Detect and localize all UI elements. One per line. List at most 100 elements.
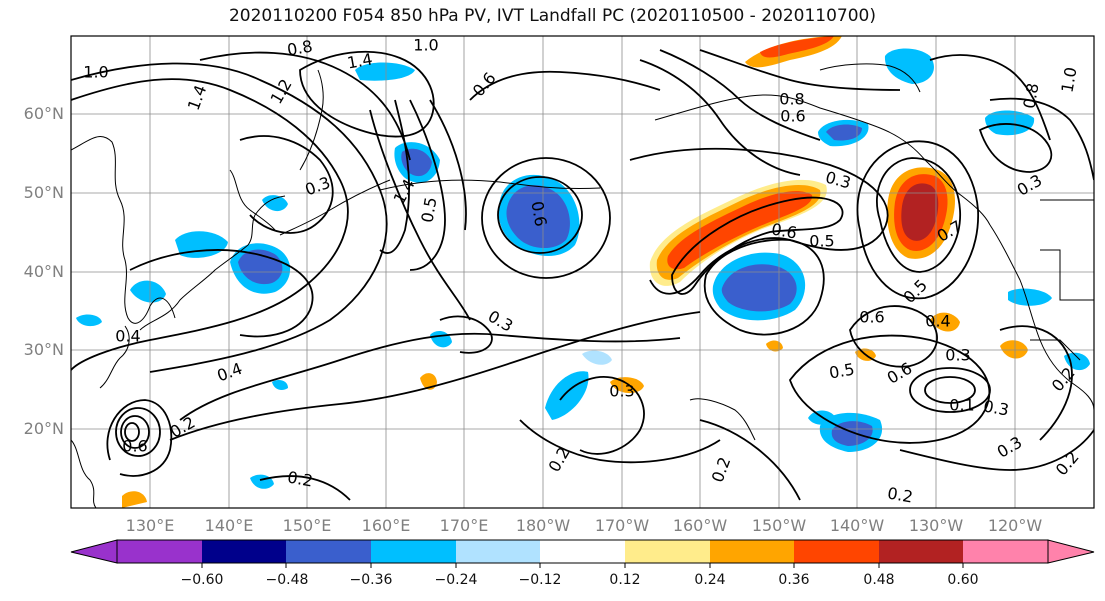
contour-line [199,51,411,161]
contour-label: 0.6 [122,437,147,456]
colorbar-tick-label: −0.60 [180,572,224,588]
colorbar-swatch [794,540,879,563]
shade-region [76,314,102,327]
shade-region [610,377,644,394]
coastline [819,63,921,93]
contour-line [909,367,991,413]
contour-line [409,99,446,271]
contour-line [875,157,961,273]
shade-region [420,373,437,390]
shade-region [506,185,570,249]
contour-line [519,419,721,464]
map-plot-area: 1.00.81.41.01.4 1.2 0.60.3 1.40.5 0.60.30.80… [71,36,1094,508]
contour-line [703,238,825,336]
shade-region [262,195,288,212]
contour-line [124,422,140,442]
coastline [229,169,276,231]
contour-line [999,325,1073,441]
negative-shading [76,48,1090,489]
shade-region [1000,340,1028,359]
contour-line [429,99,467,231]
contour-line [671,196,844,295]
contour-line [559,376,645,455]
map-title: 2020110200 F054 850 hPa PV, IVT Landfall… [228,6,876,26]
contour-line [129,249,314,338]
contour-label: 0.5 [809,232,834,251]
shade-region [985,110,1035,136]
colorbar-tick-label: −0.36 [349,572,393,588]
contour-line [659,49,821,141]
lat-label: 20°N [23,419,64,438]
coastline [689,398,756,441]
colorbar-swatch [540,540,625,563]
contour-line [497,176,583,254]
colorbar-tick-label: −0.48 [265,572,309,588]
colorbar-swatch [117,540,202,563]
shade-region [884,48,934,84]
coastline [99,325,130,389]
contour-label: 0.4 [115,327,140,346]
lat-label: 40°N [23,262,64,281]
lon-label: 170°E [439,516,489,535]
contour-line [469,70,661,101]
lon-label: 130°W [908,516,964,535]
pv-contours [71,49,1094,501]
coastline [1040,249,1094,301]
coastline [279,179,391,236]
contour-line [978,123,1053,173]
contour-line [899,429,1094,471]
contour-line [71,62,388,373]
lon-label: 160°E [361,516,411,535]
contour-line [924,376,976,404]
contour-line [639,59,801,176]
contour-line [989,97,1094,181]
coastline [139,195,286,331]
contour-line [856,140,979,300]
contour-line [481,157,611,279]
shade-region [122,491,147,508]
lat-label: 50°N [23,183,64,202]
contour-label: 1.4 [346,49,374,72]
shade-region [901,183,939,241]
contour-line [439,315,493,354]
contour-label: 0.2 [886,483,914,506]
shade-region [355,62,415,81]
map-frame [70,35,1095,509]
shade-region [272,380,288,390]
contour-label: 0.6 [770,219,798,242]
contour-line [120,415,150,449]
colorbar-tick-label: −0.12 [518,572,562,588]
coastline [71,136,176,324]
contour-label: 1.0 [83,63,108,82]
colorbar-swatch [286,540,371,563]
shade-region [582,350,612,365]
contour-label: 0.6 [527,200,550,228]
contour-label: 0.2 [286,467,314,490]
lon-label: 180°W [515,516,571,535]
colorbar-swatch [202,540,286,563]
contour-label: 0.3 [945,346,970,365]
contour-line [239,135,334,234]
colorbar-tick-label: 0.24 [694,572,726,588]
coastlines [71,63,1094,508]
contour-line [849,305,938,368]
contour-label: 0.3 [609,382,634,401]
contour-line [699,49,901,91]
contour-line [179,332,681,421]
lat-label: 60°N [23,104,64,123]
shade-region [1008,288,1052,306]
contour-label: 0.4 [925,312,950,331]
contour-line [259,475,351,501]
contour-line [169,311,701,441]
colorbar-tick-label: 0.48 [863,572,895,588]
contour-label: 0.8 [779,90,804,109]
contour-label: 0.8 [1019,82,1042,110]
colorbar-frame [116,539,1049,564]
contour-line [369,109,471,321]
lon-label: 170°W [594,516,650,535]
contour-label: 0.6 [859,308,884,327]
colorbar [70,539,1095,568]
shade-region [760,36,834,58]
lon-label: 140°E [204,516,254,535]
